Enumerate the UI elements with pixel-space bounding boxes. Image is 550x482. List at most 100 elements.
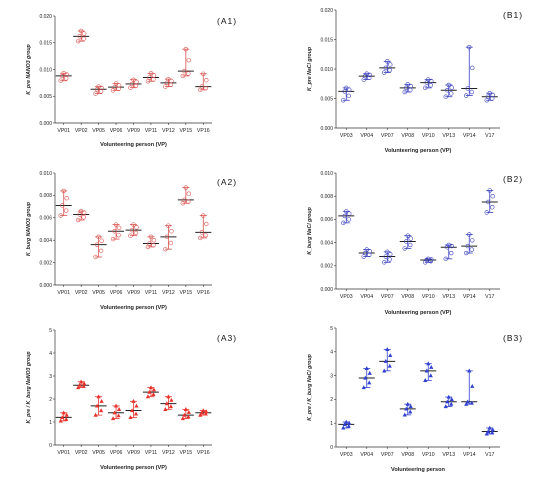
data-point [96,84,101,89]
data-point [77,34,82,39]
category-marks [399,233,416,251]
x-tick-label: VP12 [162,128,175,134]
data-point [186,409,191,414]
data-point [429,257,434,262]
category-marks [160,223,177,252]
data-point [367,75,372,81]
y-tick-label: 0.000 [39,283,52,289]
data-point [405,233,410,238]
data-point [449,397,454,401]
data-point [76,385,81,390]
category-marks [55,71,72,83]
data-point [426,256,431,262]
y-axis-label: K_burg NaCl group [307,207,313,255]
data-point [469,400,474,405]
panel-label: (A1) [217,16,237,26]
chart-panel-2: 0.000 0.002 0.004 0.006 0.008 0.010 VP01 VP02 VP… [26,171,236,311]
data-point [486,429,491,434]
data-point [78,28,84,34]
category-marks [338,85,355,103]
y-tick-label: 0.015 [39,41,52,47]
data-point [404,239,409,244]
data-point [446,82,451,88]
x-tick-label: VP14 [463,133,476,139]
data-point [344,209,349,214]
data-point [388,62,393,67]
data-point [367,72,372,78]
category-marks [481,425,498,436]
x-tick-label: VP13 [442,133,455,139]
data-point [402,412,407,417]
data-point [199,84,204,89]
data-point [382,260,387,265]
data-point [486,199,491,205]
y-tick-label: 0.000 [320,126,333,132]
data-point [134,79,139,85]
data-point [163,407,168,411]
data-point [388,252,393,257]
y-tick-label: 0.008 [39,193,52,199]
data-point [449,243,454,249]
chart-panel-3: 0.000 0.002 0.004 0.006 0.008 0.010 VP03 VP04 VP… [307,171,522,316]
data-point [58,213,63,218]
data-point [470,65,475,71]
x-tick-label: VP08 [401,294,414,300]
data-point [75,38,81,44]
data-point [164,80,170,86]
category-marks [90,234,107,260]
data-point [186,71,191,76]
data-point [95,403,100,408]
data-point [342,89,347,94]
data-point [423,378,428,382]
category-marks [358,366,375,390]
data-point [382,70,387,75]
data-point [186,414,191,419]
data-point [201,213,206,218]
x-tick-label: VP10 [422,452,435,458]
category-marks [338,209,355,226]
data-point [99,238,104,243]
data-point [404,85,409,91]
category-marks [461,232,478,256]
data-point [58,78,63,83]
x-axis-label: Volunteering person (VP) [385,148,452,154]
data-point [385,59,390,64]
data-point [449,85,454,90]
data-point [402,246,407,251]
category-marks [160,394,177,411]
data-point [490,194,495,199]
data-point [151,73,157,78]
data-point [201,71,206,76]
data-point [470,238,475,243]
data-point [131,77,136,82]
data-point [445,88,450,93]
data-point [443,404,448,409]
y-tick-label: 0.005 [39,94,52,100]
data-point [367,380,372,385]
data-point [131,399,136,403]
data-point [203,86,208,91]
x-tick-label: VP09 [127,128,140,134]
data-point [116,232,121,238]
data-point [464,250,469,256]
data-point [78,208,84,214]
data-point [204,221,209,227]
chart-panel-5: 0 1 2 3 4 5 VP03 VP04 VP07 VP08 VP10 VP13 VP14 V17 Vol… [307,326,522,473]
x-tick-label: VP08 [401,133,414,139]
data-point [99,399,104,403]
data-point [347,420,352,425]
category-marks [55,410,72,423]
data-point [64,196,69,201]
data-point [363,73,368,79]
x-tick-label: VP15 [179,290,192,296]
data-point [199,230,204,235]
x-axis-label: Volunteering person (VP) [100,305,167,311]
category-marks [481,188,498,215]
category-marks [160,76,177,89]
data-point [93,254,98,260]
category-marks [73,208,90,223]
data-point [166,76,171,82]
data-point [151,243,156,248]
data-point [131,222,136,227]
x-axis-label: Volunteering person [391,467,446,473]
